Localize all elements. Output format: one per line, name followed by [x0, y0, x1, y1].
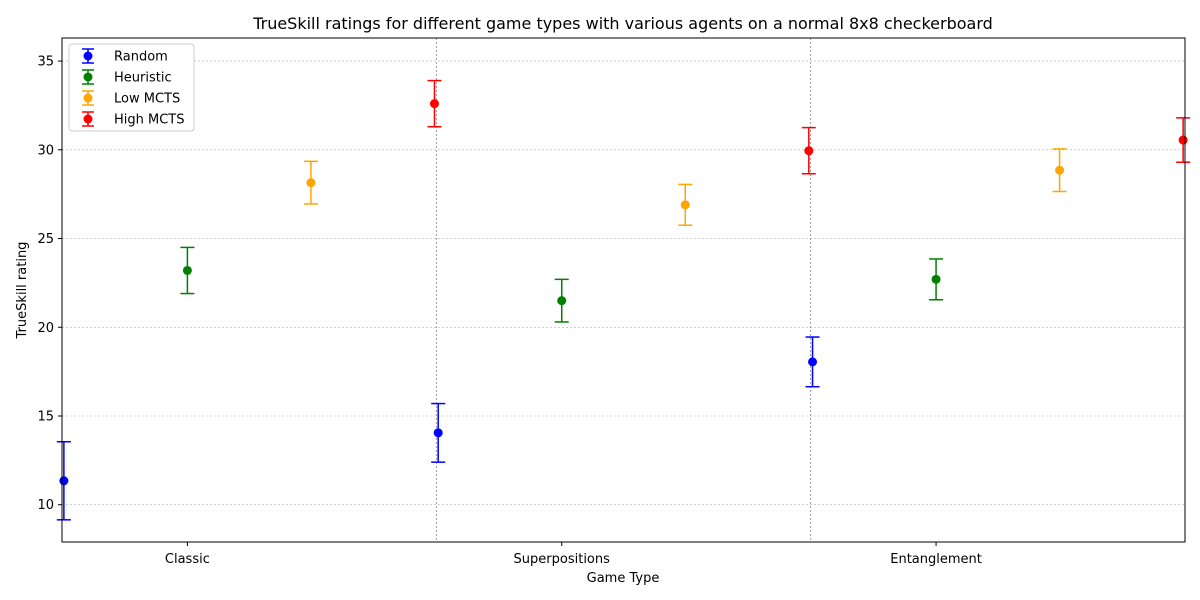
- axes: 10 15 20 25 30 35 Classic Superpositions Entangl…: [37, 55, 981, 567]
- chart-title: TrueSkill ratings for different game typ…: [252, 14, 993, 33]
- x-tick-label: Superpositions: [514, 552, 611, 567]
- data-point: [1178, 135, 1188, 145]
- y-axis-label: TrueSkill rating: [15, 242, 30, 340]
- grid-lines: [62, 60, 1185, 506]
- y-tick-label: 15: [37, 410, 54, 425]
- data-point: [680, 200, 690, 210]
- legend-label: Low MCTS: [114, 92, 180, 107]
- group-separators: [435, 38, 812, 542]
- x-axis-label: Game Type: [587, 571, 660, 586]
- legend-marker-point: [83, 72, 93, 82]
- y-tick-label: 25: [37, 232, 54, 247]
- legend: Random Heuristic Low MCTS High MCTS: [68, 43, 195, 132]
- legend-label: Random: [114, 50, 168, 65]
- legend-label: High MCTS: [114, 113, 185, 128]
- plot-area-frame: [61, 37, 1186, 543]
- data-marks: [56, 79, 1191, 521]
- y-tick-label: 20: [37, 321, 54, 336]
- data-point: [306, 178, 316, 188]
- data-point: [557, 296, 567, 306]
- legend-marker-point: [83, 93, 93, 103]
- legend-marker-point: [83, 114, 93, 124]
- data-point: [429, 99, 439, 109]
- y-tick-label: 10: [37, 498, 54, 513]
- data-point: [433, 428, 443, 438]
- data-point: [182, 265, 192, 275]
- x-tick-label: Classic: [165, 552, 210, 567]
- x-tick-label: Entanglement: [890, 552, 982, 567]
- legend-marker-point: [83, 51, 93, 61]
- y-tick-label: 30: [37, 143, 54, 158]
- legend-frame: [68, 43, 195, 132]
- data-point: [1055, 165, 1065, 175]
- data-point: [59, 476, 69, 486]
- data-point: [931, 274, 941, 284]
- data-point: [804, 146, 814, 156]
- y-tick-label: 35: [37, 55, 54, 70]
- legend-label: Heuristic: [114, 71, 172, 86]
- data-point: [808, 357, 818, 367]
